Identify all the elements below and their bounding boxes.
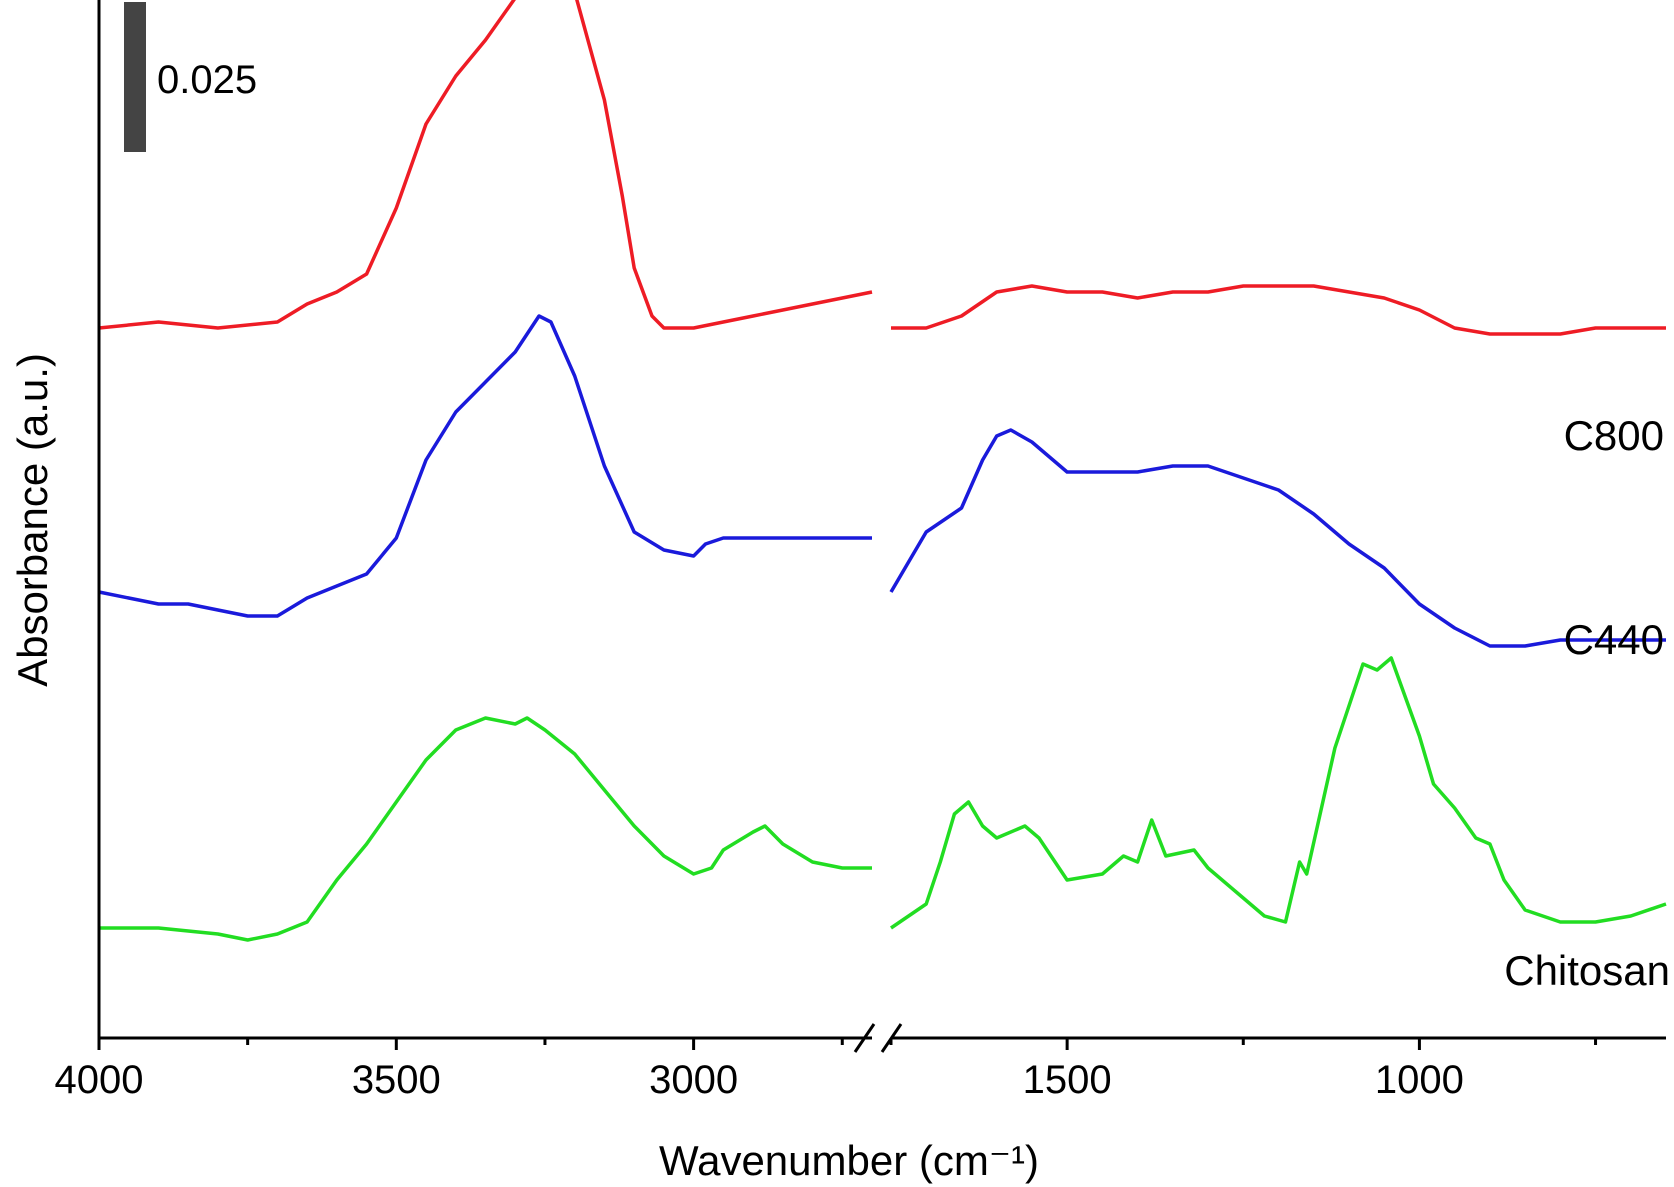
- series-c800: [98, 0, 1666, 336]
- x-tick-label: 4000: [55, 1058, 144, 1102]
- series-line-c800-segment-1: [98, 0, 873, 330]
- series-line-chitosan-segment-1: [99, 716, 872, 942]
- series-line-c800-segment-2: [891, 284, 1666, 336]
- scale-bar-label: 0.025: [157, 58, 257, 102]
- series-chitosan: [99, 656, 1667, 942]
- y-axis-title: Absorbance (a.u.): [9, 353, 56, 687]
- x-tick-label: 1000: [1375, 1058, 1464, 1102]
- x-tick-label: 3500: [352, 1058, 441, 1102]
- series-layer: [98, 0, 1667, 942]
- series-label-c800: C800: [1564, 412, 1664, 459]
- x-tick-label: 1500: [1023, 1058, 1112, 1102]
- series-line-c440-segment-1: [98, 314, 872, 618]
- series-label-c440: C440: [1564, 616, 1664, 663]
- x-tick-label: 3000: [649, 1058, 738, 1102]
- x-axis-ticks: 4000 3500 3000 1500 1000: [55, 1038, 1598, 1102]
- x-axis-title: Wavenumber (cm⁻¹): [659, 1137, 1039, 1184]
- scale-bar: [124, 2, 146, 152]
- series-label-chitosan: Chitosan: [1504, 947, 1670, 994]
- series-line-chitosan-segment-2: [890, 656, 1667, 930]
- series-line-c440-segment-2: [889, 428, 1666, 648]
- series-c440: [98, 314, 1666, 648]
